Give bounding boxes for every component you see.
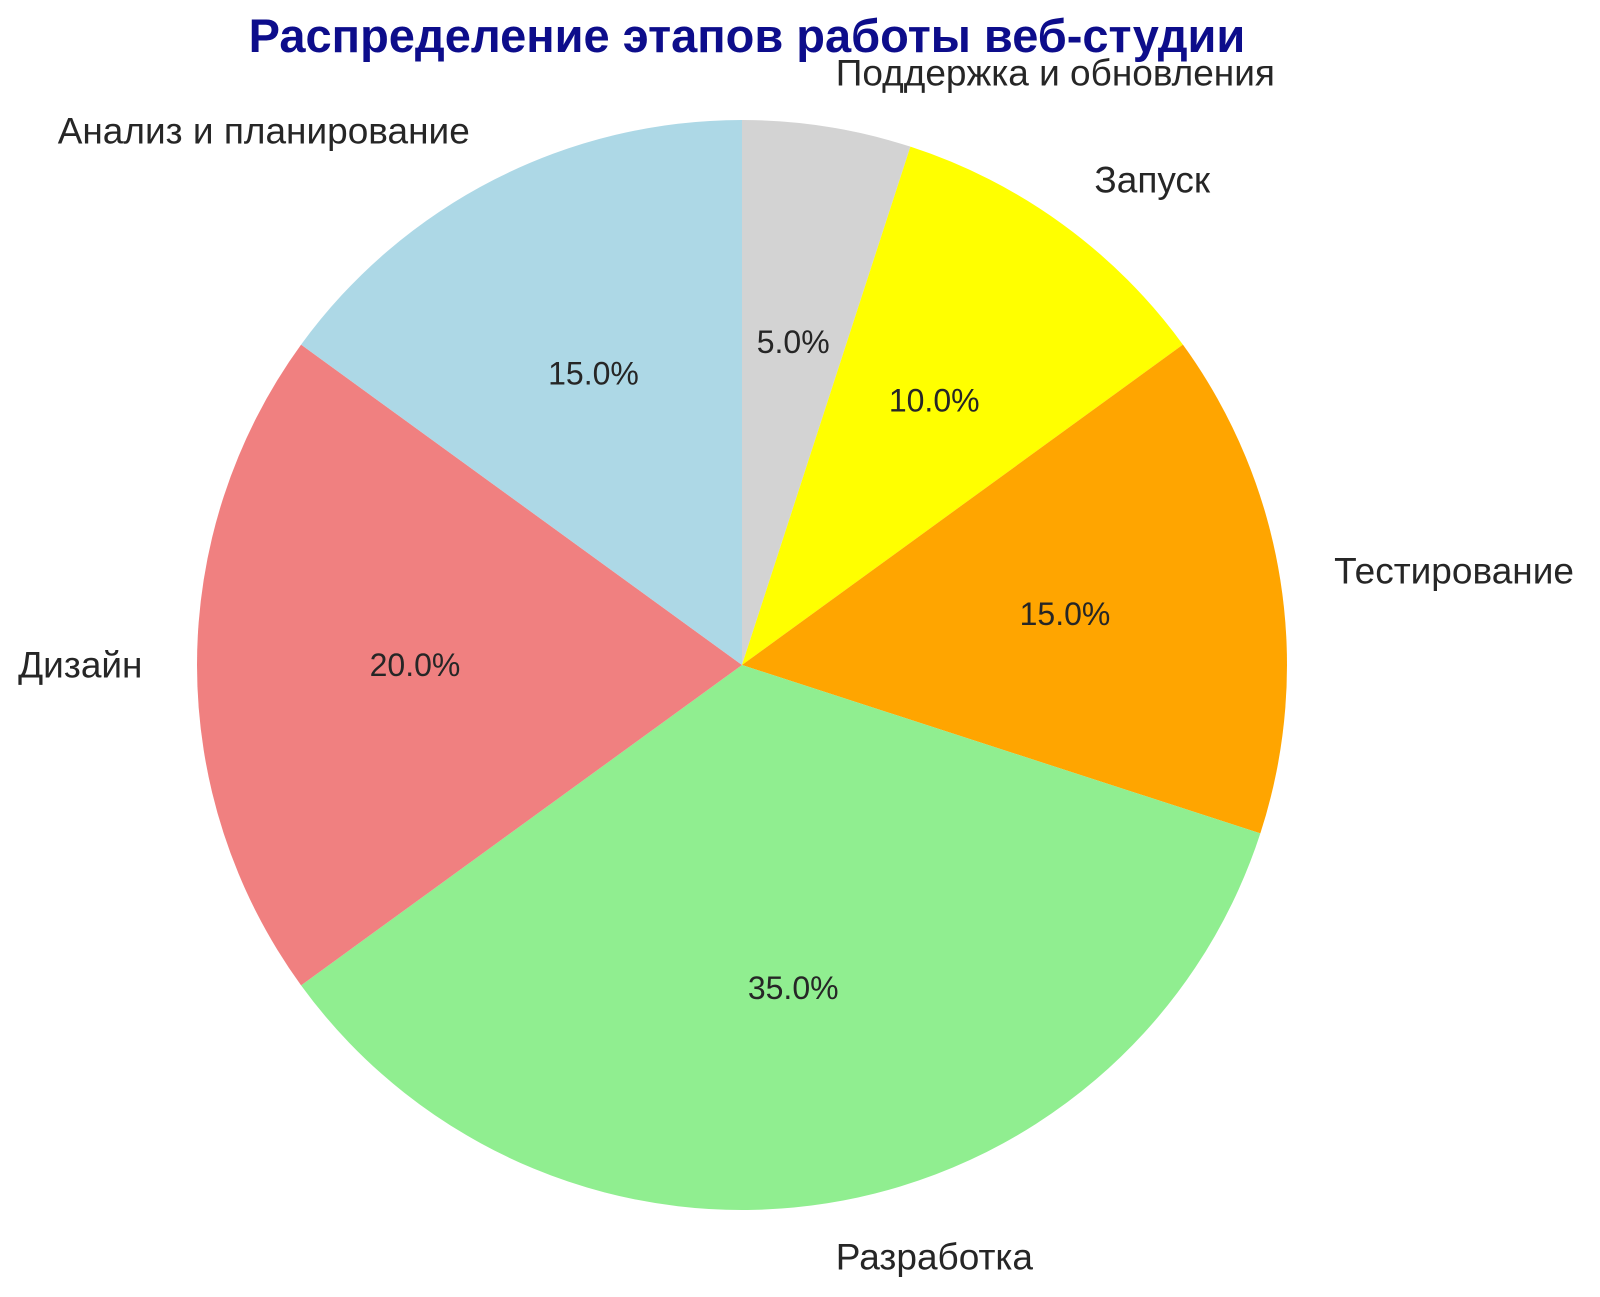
svg-text:Разработка: Разработка (836, 1237, 1034, 1278)
svg-text:Тестирование: Тестирование (1334, 551, 1574, 592)
svg-text:Запуск: Запуск (1094, 160, 1211, 201)
svg-text:Поддержка и обновления: Поддержка и обновления (836, 52, 1275, 93)
svg-text:15.0%: 15.0% (548, 356, 639, 392)
svg-text:35.0%: 35.0% (748, 970, 839, 1006)
svg-text:5.0%: 5.0% (757, 324, 830, 360)
svg-text:20.0%: 20.0% (370, 647, 461, 683)
svg-text:10.0%: 10.0% (889, 383, 980, 419)
svg-text:Анализ и планирование: Анализ и планирование (58, 110, 470, 151)
svg-text:15.0%: 15.0% (1020, 596, 1111, 632)
svg-text:Дизайн: Дизайн (18, 645, 142, 686)
